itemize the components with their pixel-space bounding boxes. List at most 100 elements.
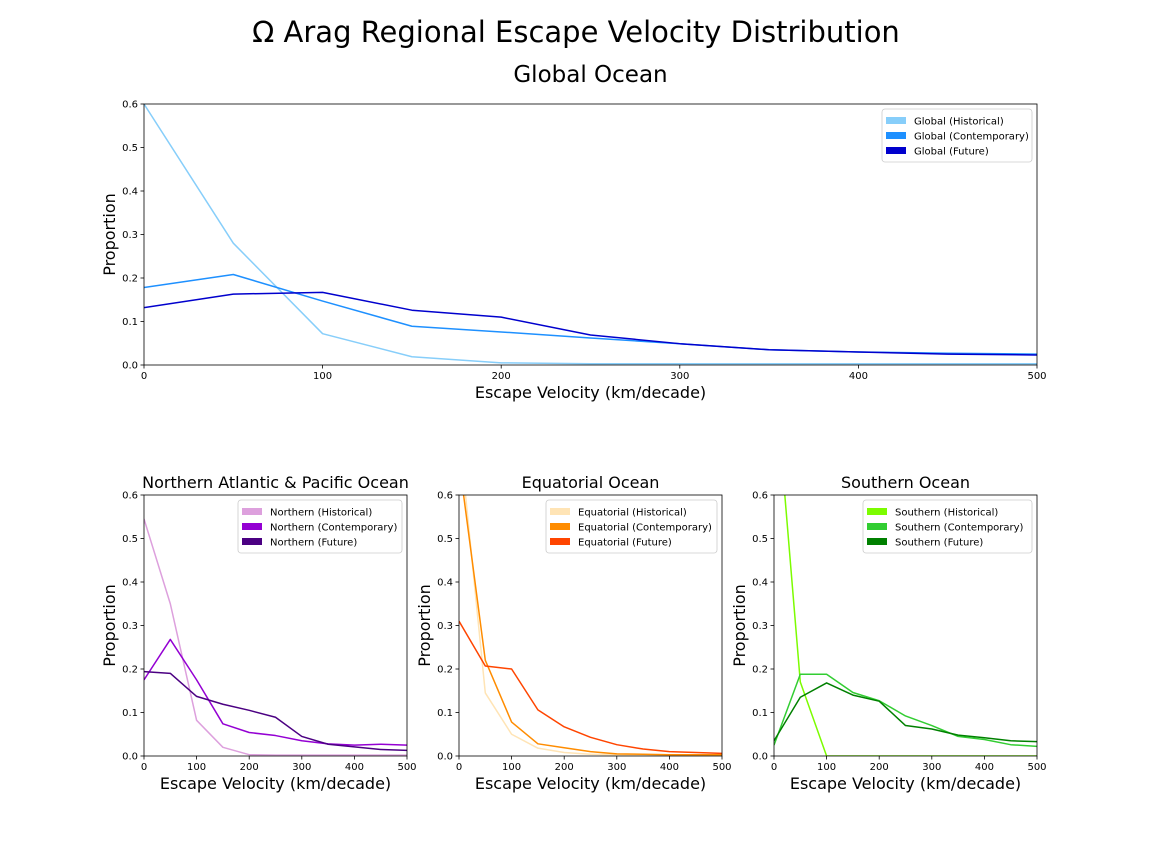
legend-label: Southern (Contemporary) xyxy=(895,523,1024,534)
chart-panel-southern-ocean: Southern Ocean 0 100 200 300 400 500 0.0 0.1 0.2 0… xyxy=(730,473,1047,793)
y-tick-label: 0.3 xyxy=(752,621,768,632)
x-tick-label: 100 xyxy=(187,762,206,773)
y-tick-label: 0.3 xyxy=(437,621,453,632)
chart-panels: Global Ocean 0 100 200 300 400 500 0.0 0.1 0.2 0.3… xyxy=(100,62,1047,793)
y-tick-label: 0.6 xyxy=(437,491,453,502)
y-tick-label: 0.3 xyxy=(122,621,138,632)
legend-swatch-global-contemporary xyxy=(886,132,906,139)
y-tick-label: 0.4 xyxy=(437,578,453,589)
y-tick-label: 0.6 xyxy=(122,100,138,111)
y-tick-label: 0.5 xyxy=(122,534,138,545)
x-tick-label: 100 xyxy=(502,762,521,773)
x-tick-label: 200 xyxy=(240,762,259,773)
y-tick-label: 0.6 xyxy=(752,491,768,502)
legend: Northern (Historical) Northern (Contempor… xyxy=(237,499,403,554)
y-tick-label: 0.4 xyxy=(122,578,138,589)
legend-swatch-equatorial-historical xyxy=(550,508,570,515)
x-tick-label: 0 xyxy=(771,762,777,773)
legend-label: Equatorial (Contemporary) xyxy=(578,523,712,534)
x-tick-label: 200 xyxy=(870,762,889,773)
legend-swatch-global-future xyxy=(886,147,906,154)
x-tick-label: 0 xyxy=(456,762,462,773)
series-line-northern-historical xyxy=(144,518,407,756)
panel-title-equatorial-ocean: Equatorial Ocean xyxy=(522,473,660,492)
x-tick-label: 500 xyxy=(1027,762,1046,773)
series-line-southern-contemporary xyxy=(774,673,1037,748)
legend-swatch-global-historical xyxy=(886,117,906,124)
y-tick-label: 0.2 xyxy=(752,665,768,676)
series-line-global-contemporary xyxy=(144,273,1037,355)
legend-swatch-southern-contemporary xyxy=(867,523,887,530)
y-tick-label: 0.1 xyxy=(122,708,138,719)
y-tick-label: 0.4 xyxy=(752,578,768,589)
y-tick-label: 0.0 xyxy=(437,752,453,763)
legend-swatch-southern-future xyxy=(867,538,887,545)
y-tick-label: 0.3 xyxy=(122,230,138,241)
legend-swatch-northern-future xyxy=(242,538,262,545)
plot-area xyxy=(144,104,1037,365)
x-tick-label: 400 xyxy=(660,762,679,773)
x-axis-label: Escape Velocity (km/decade) xyxy=(475,774,706,793)
legend: Global (Historical) Global (Contemporary)… xyxy=(881,108,1033,163)
y-axis-label: Proportion xyxy=(415,584,434,667)
y-tick-label: 0.5 xyxy=(437,534,453,545)
y-tick-label: 0.0 xyxy=(122,361,138,372)
x-tick-label: 0 xyxy=(141,371,147,382)
legend-box xyxy=(237,499,403,554)
legend-label: Global (Future) xyxy=(914,147,989,158)
y-tick-label: 0.0 xyxy=(122,752,138,763)
series-line-southern-historical xyxy=(784,495,1037,756)
chart-panel-global-ocean: Global Ocean 0 100 200 300 400 500 0.0 0.1 0.2 0.3… xyxy=(100,62,1047,402)
legend: Southern (Historical) Southern (Contempor… xyxy=(862,499,1033,554)
x-tick-label: 100 xyxy=(313,371,332,382)
legend-swatch-northern-historical xyxy=(242,508,262,515)
y-tick-label: 0.1 xyxy=(437,708,453,719)
legend-swatch-equatorial-contemporary xyxy=(550,523,570,530)
series-line-equatorial-future xyxy=(459,620,722,755)
chart-panel-equatorial-ocean: Equatorial Ocean 0 100 200 300 400 500 0.0 0.1 0.… xyxy=(415,473,732,793)
x-tick-label: 0 xyxy=(141,762,147,773)
legend-label: Global (Contemporary) xyxy=(914,132,1029,143)
x-tick-label: 300 xyxy=(607,762,626,773)
y-axis-label: Proportion xyxy=(100,193,119,276)
x-tick-label: 300 xyxy=(292,762,311,773)
series-line-northern-future xyxy=(144,670,407,752)
x-tick-label: 300 xyxy=(670,371,689,382)
y-axis-label: Proportion xyxy=(730,584,749,667)
plot-area xyxy=(774,495,1037,756)
y-axis-label: Proportion xyxy=(100,584,119,667)
legend-box xyxy=(545,499,718,554)
legend-swatch-equatorial-future xyxy=(550,538,570,545)
x-tick-label: 400 xyxy=(345,762,364,773)
y-tick-label: 0.0 xyxy=(752,752,768,763)
y-tick-label: 0.1 xyxy=(752,708,768,719)
x-axis-label: Escape Velocity (km/decade) xyxy=(790,774,1021,793)
x-axis-label: Escape Velocity (km/decade) xyxy=(475,383,706,402)
panel-title-global-ocean: Global Ocean xyxy=(513,62,667,88)
figure-title: Ω Arag Regional Escape Velocity Distribu… xyxy=(252,15,900,49)
series-line-global-future xyxy=(144,291,1037,356)
legend-label: Southern (Historical) xyxy=(895,508,998,519)
y-tick-label: 0.2 xyxy=(122,665,138,676)
legend: Equatorial (Historical) Equatorial (Conte… xyxy=(545,499,718,554)
series-line-equatorial-contemporary xyxy=(462,495,722,756)
x-axis-label: Escape Velocity (km/decade) xyxy=(160,774,391,793)
legend-label: Northern (Historical) xyxy=(270,508,372,519)
legend-box xyxy=(862,499,1033,554)
x-tick-label: 100 xyxy=(817,762,836,773)
legend-swatch-northern-contemporary xyxy=(242,523,262,530)
legend-label: Global (Historical) xyxy=(914,117,1004,128)
y-tick-label: 0.6 xyxy=(122,491,138,502)
legend-label: Equatorial (Future) xyxy=(578,538,672,549)
series-line-southern-future xyxy=(774,682,1037,743)
series-line-northern-contemporary xyxy=(144,638,407,746)
y-tick-label: 0.5 xyxy=(752,534,768,545)
legend-box xyxy=(881,108,1033,163)
x-tick-label: 200 xyxy=(492,371,511,382)
x-tick-label: 200 xyxy=(555,762,574,773)
legend-label: Northern (Contemporary) xyxy=(270,523,397,534)
x-tick-label: 500 xyxy=(1027,371,1046,382)
x-tick-label: 500 xyxy=(712,762,731,773)
plot-area xyxy=(459,495,722,756)
